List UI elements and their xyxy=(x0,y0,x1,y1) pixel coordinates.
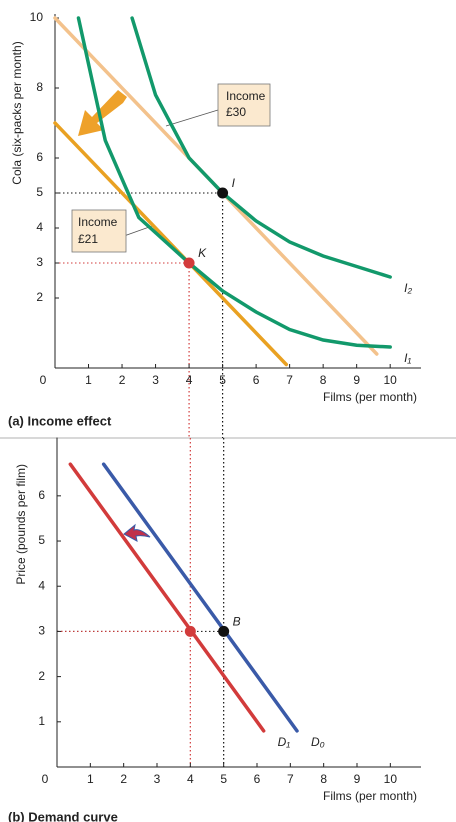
y-tick-label: 6 xyxy=(38,488,45,502)
x-tick-label: 7 xyxy=(286,373,293,387)
chart-title: (b) Demand curve xyxy=(8,809,118,822)
y-tick-label: 4 xyxy=(38,578,45,592)
annotation-box xyxy=(217,83,271,127)
curve xyxy=(53,121,289,367)
x-tick-label: 6 xyxy=(254,772,261,786)
chart-title: (a) Income effect xyxy=(8,413,112,428)
x-tick-label: 7 xyxy=(287,772,294,786)
curve-label: D₀ xyxy=(311,735,325,749)
y-tick-label: 3 xyxy=(38,624,45,638)
point xyxy=(218,625,230,637)
annotation: £30 xyxy=(226,105,246,119)
curve xyxy=(130,16,392,279)
y-axis-label: Price (pounds per film) xyxy=(14,464,28,585)
x-tick-label: 8 xyxy=(320,373,327,387)
x-tick-label: 5 xyxy=(220,772,227,786)
y-tick-label: 3 xyxy=(36,255,43,269)
x-tick-label: 2 xyxy=(119,373,126,387)
x-tick-label: 9 xyxy=(353,373,360,387)
x-tick-label: 3 xyxy=(154,772,161,786)
y-tick-label: 2 xyxy=(36,290,43,304)
x-tick-label: 0 xyxy=(40,373,47,387)
x-axis-label: Films (per month) xyxy=(323,390,417,404)
point xyxy=(217,187,229,199)
curve xyxy=(68,462,266,733)
y-tick-label: 1 xyxy=(38,714,45,728)
x-tick-label: 8 xyxy=(320,772,327,786)
y-tick-label: 8 xyxy=(36,80,43,94)
curve xyxy=(76,16,392,349)
x-tick-label: 9 xyxy=(354,772,361,786)
leader xyxy=(165,109,219,127)
y-tick-label: 10 xyxy=(30,10,44,24)
x-tick-label: 3 xyxy=(152,373,159,387)
y-tick-label: 5 xyxy=(36,185,43,199)
point xyxy=(183,257,195,269)
curve-label: I₁ xyxy=(404,351,411,365)
annotation-box xyxy=(71,209,127,253)
y-tick-label: 5 xyxy=(38,533,45,547)
y-tick-label: 2 xyxy=(38,669,45,683)
point-label: B xyxy=(233,615,241,629)
y-axis-label: Cola (six-packs per month) xyxy=(10,41,24,184)
annotation: Income xyxy=(78,215,118,229)
leader xyxy=(123,225,153,237)
shift-arrow xyxy=(123,523,151,542)
x-tick-label: 4 xyxy=(186,373,193,387)
x-tick-label: 4 xyxy=(187,772,194,786)
annotations: Income £30 Income £21 xyxy=(71,83,271,253)
x-tick-label: 1 xyxy=(85,373,92,387)
x-tick-label: 10 xyxy=(384,373,398,387)
x-tick-label: 1 xyxy=(87,772,94,786)
curve-label: I₂ xyxy=(404,281,412,295)
x-tick-label: 2 xyxy=(120,772,127,786)
x-tick-label: 10 xyxy=(384,772,398,786)
shift-arrow xyxy=(78,90,127,136)
point xyxy=(184,625,196,637)
annotation: Income xyxy=(226,89,266,103)
x-axis-label: Films (per month) xyxy=(323,789,417,803)
y-tick-label: 6 xyxy=(36,150,43,164)
annotation: £21 xyxy=(78,232,98,246)
y-tick-label: 4 xyxy=(36,220,43,234)
x-tick-label: 0 xyxy=(42,772,49,786)
curve-label: D₁ xyxy=(278,735,291,749)
x-tick-label: 5 xyxy=(219,373,226,387)
point-label: K xyxy=(198,246,207,260)
x-tick-label: 6 xyxy=(253,373,260,387)
curve xyxy=(101,462,299,733)
point-label: I xyxy=(232,176,236,190)
